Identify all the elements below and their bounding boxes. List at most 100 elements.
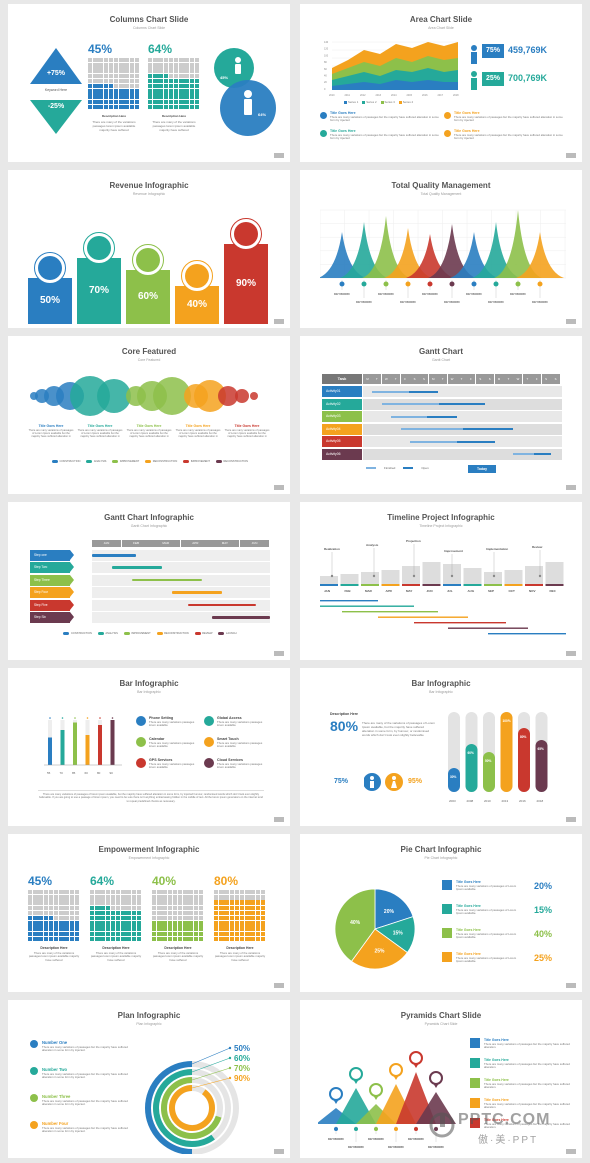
waffle-cell — [33, 895, 38, 900]
item-text: There are many variations of passages of… — [175, 429, 221, 439]
x-tick: 2014 — [391, 94, 397, 97]
waffle-cell — [183, 910, 188, 916]
page-number — [566, 651, 576, 656]
waffle-cell — [214, 905, 219, 910]
year-label: 2013 — [502, 799, 509, 803]
bar-open — [427, 415, 457, 418]
waffle-cell — [250, 926, 255, 931]
waffle-cell — [157, 926, 162, 931]
slide-timeline[interactable]: Timeline Project Infographic Timeline Pr… — [300, 502, 582, 660]
slide-gantt-infographic[interactable]: Gantt Chart Infographic Gantt Chart Info… — [8, 502, 290, 660]
waffle-cell — [163, 73, 168, 78]
legend-entry: IMPROVEMENT — [183, 460, 210, 463]
slide-pyramids[interactable]: Pyramids Chart Slide Pyramids Chart Slid… — [300, 1000, 582, 1158]
waffle-cell — [90, 931, 95, 936]
year-label: 2010 — [484, 799, 491, 803]
step-label: Step Two — [30, 562, 70, 574]
waffle-cell — [168, 84, 174, 89]
waffle-cell — [98, 58, 103, 63]
waffle-cell — [188, 895, 193, 900]
waffle-cell — [229, 931, 234, 936]
peak-keyword: KEYWORD — [444, 300, 461, 304]
plan-items: Number One There are many variations of p… — [30, 1040, 130, 1150]
waffle-cell — [90, 900, 95, 905]
revenue-bar — [224, 244, 268, 324]
slide-revenue[interactable]: Revenue Infographic Revenue Infographic … — [8, 170, 290, 328]
slice-label: 40% — [350, 920, 361, 926]
waffle-cell — [198, 916, 204, 921]
x-tick: 2018 — [453, 94, 459, 97]
waffle-cell — [188, 936, 193, 942]
waffle-cell — [103, 84, 108, 89]
slide-title: Revenue Infographic — [109, 181, 189, 190]
waffle-cell — [229, 900, 234, 905]
pyramid-keyword: KEYWORD — [388, 1145, 405, 1149]
peak-keyword: KEYWORD — [400, 300, 417, 304]
waffle-cell — [184, 104, 189, 110]
footer-text: There are many variations of passages of… — [38, 790, 264, 803]
waffle-cell — [88, 99, 93, 104]
waffle-cell — [110, 905, 116, 910]
waffle-cell — [245, 926, 250, 931]
activity-row — [363, 448, 562, 460]
waffle-cell — [179, 99, 184, 104]
waffle-cell — [100, 931, 105, 936]
waffle-cell — [250, 931, 255, 936]
waffle-cell — [54, 931, 59, 936]
slide-gantt[interactable]: Gantt Chart Gantt Chart Task M T W T F S S M T W T F… — [300, 336, 582, 494]
pie-slice — [334, 888, 376, 962]
slide-bar-infographic-1[interactable]: Bar Infographic Bar Infographic 55 70 85 60… — [8, 668, 290, 826]
waffle-cell — [88, 78, 93, 84]
slide-empowerment[interactable]: Empowerment Infographic Empowerment Info… — [8, 834, 290, 992]
slide-quality[interactable]: Total Quality Management Total Quality M… — [300, 170, 582, 328]
feature-icon — [204, 737, 214, 747]
waffle-cell — [193, 895, 198, 900]
arc-dot — [228, 1056, 232, 1060]
page-number — [274, 319, 284, 324]
waffle-cell — [119, 84, 124, 89]
bar — [448, 768, 460, 792]
waffle-cell — [184, 94, 189, 99]
slide-core-featured[interactable]: Core Featured Core Featured Title Goes H… — [8, 336, 290, 494]
waffle-cell — [93, 58, 98, 63]
legend-swatch — [86, 460, 93, 463]
bar-finished — [391, 415, 428, 418]
slide-plan[interactable]: Plan Infographic Plan Infographic Number… — [8, 1000, 290, 1158]
slide-columns-chart[interactable]: Columns Chart Slide Columns Chart Slide … — [8, 4, 290, 162]
waffle-cell — [189, 104, 194, 110]
waffle-cell — [134, 68, 140, 73]
arc — [169, 1085, 215, 1131]
waffle-cell — [255, 910, 260, 916]
step-arrow — [70, 574, 74, 585]
feature-title: Global Access — [217, 716, 242, 720]
peak-dot — [361, 281, 367, 287]
waffle-cell — [188, 916, 193, 921]
y-tick: 20 — [324, 81, 327, 84]
bar-value: 80% — [520, 735, 527, 739]
slide-bar-infographic-2[interactable]: Bar Infographic Bar Infographic Descript… — [300, 668, 582, 826]
legend-swatch — [123, 632, 130, 635]
waffle-cell — [189, 78, 194, 84]
bar-value: 90% — [235, 278, 256, 289]
slide-area-chart[interactable]: Area Chart Slide Area Chart Slide 140 120… — [300, 4, 582, 162]
waffle-cell — [198, 926, 204, 931]
legend-label: RECONSTRUCTION — [152, 460, 178, 463]
waffle-cell — [48, 931, 54, 936]
month-label: MAY — [406, 589, 412, 593]
peak — [362, 216, 410, 278]
peak-keyword: KEYWORD — [488, 300, 505, 304]
arc — [161, 1077, 222, 1139]
waffle-cell — [59, 921, 64, 926]
waffle-cell — [157, 916, 162, 921]
bubble — [250, 392, 258, 400]
milestone-dot — [450, 574, 454, 578]
feature-icon — [136, 716, 146, 726]
waffle-cell — [129, 78, 134, 84]
check-icon — [320, 112, 327, 119]
waffle-cell — [114, 63, 119, 68]
slide-pie[interactable]: Pie Chart Infographic Pie Chart Infograp… — [300, 834, 582, 992]
waffle-cell — [114, 73, 119, 78]
triangle-indicator — [30, 48, 82, 134]
waffle-cell — [124, 84, 129, 89]
today-marker: Today — [468, 465, 496, 473]
